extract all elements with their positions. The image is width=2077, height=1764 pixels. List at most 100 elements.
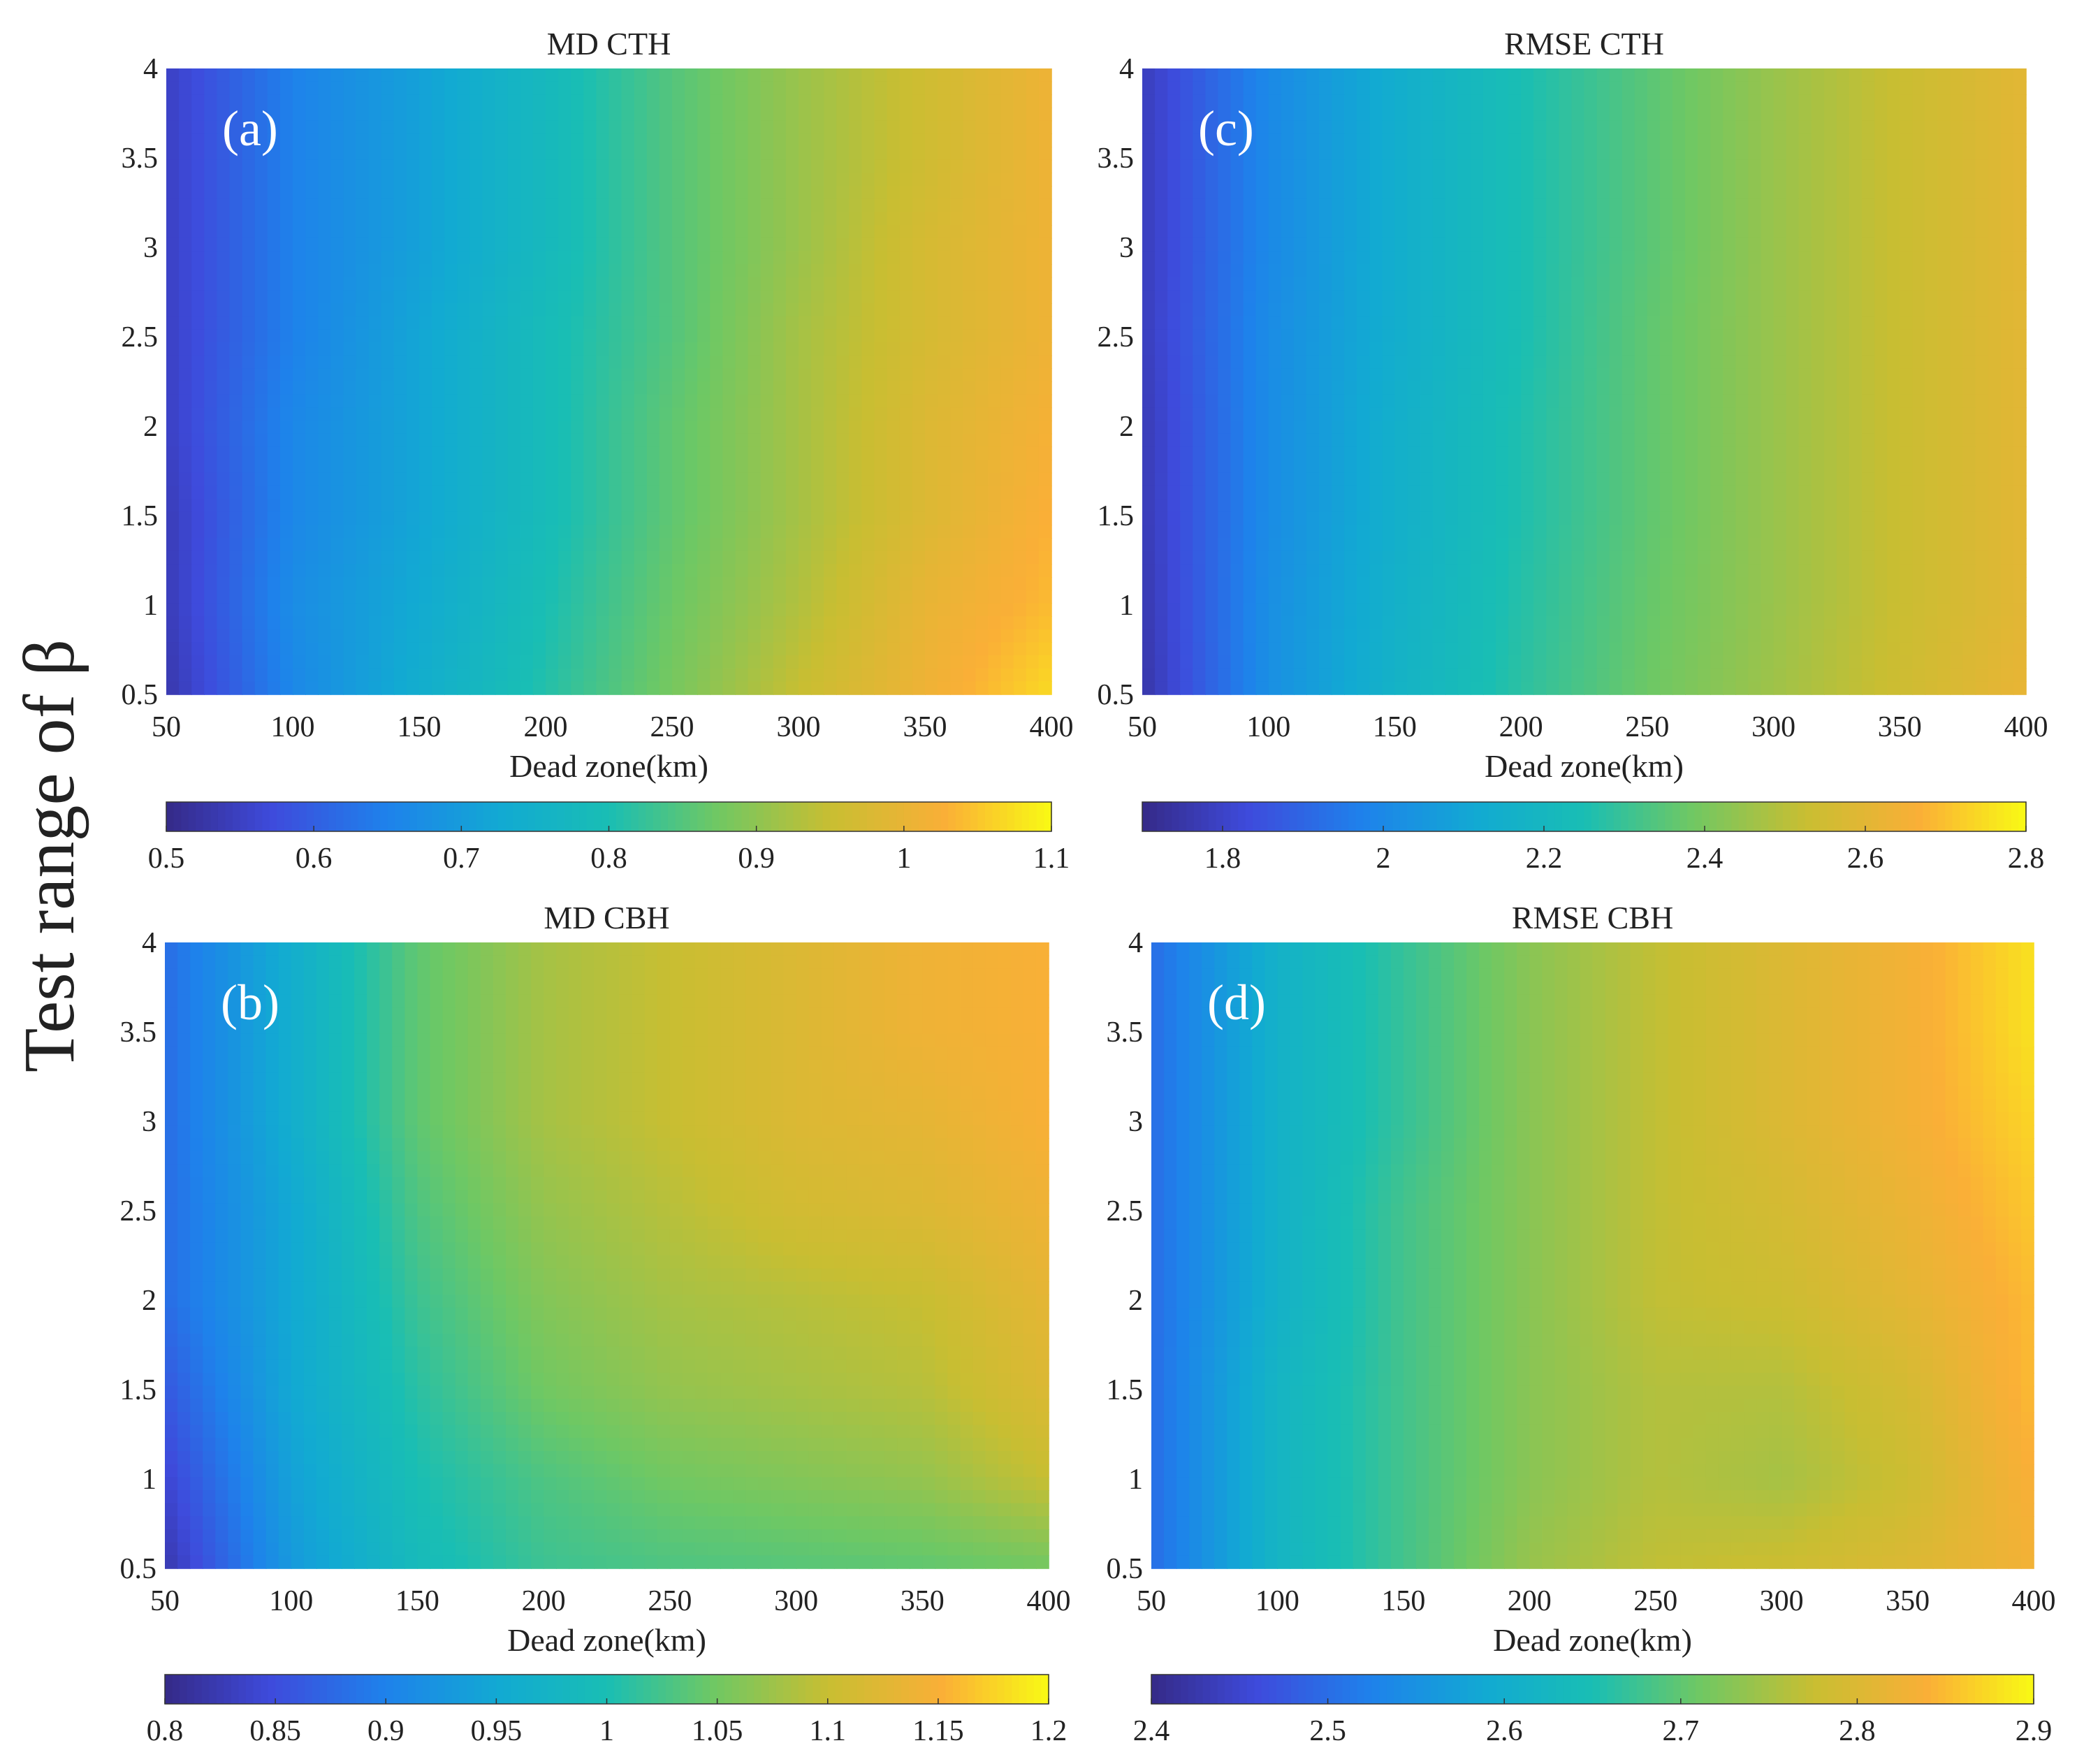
heatmap-cell [520, 120, 534, 135]
heatmap-cell [495, 290, 509, 304]
heatmap-cell [1470, 186, 1484, 200]
heatmap-cell [571, 120, 585, 135]
heatmap-cell [1000, 421, 1014, 435]
heatmap-cell [457, 486, 471, 500]
heatmap-cell [785, 446, 799, 460]
colorbar-segment [845, 802, 853, 831]
colorbar-segment [712, 802, 720, 831]
heatmap-cell [1647, 120, 1661, 135]
heatmap-cell [963, 173, 977, 187]
heatmap-cell [1874, 159, 1888, 174]
heatmap-cell [1394, 277, 1408, 291]
heatmap-cell [1849, 329, 1863, 343]
heatmap-cell [507, 342, 521, 356]
heatmap-cell [608, 303, 622, 317]
heatmap-cell [672, 238, 685, 252]
heatmap-cell [406, 616, 420, 630]
heatmap-cell [760, 564, 774, 578]
heatmap-cell [1735, 120, 1749, 135]
heatmap-cell [811, 186, 824, 200]
heatmap-cell [735, 368, 749, 382]
heatmap-cell [1357, 251, 1371, 265]
heatmap-cell [621, 394, 635, 409]
colorbar-segment [299, 802, 307, 831]
heatmap-cell [1407, 329, 1421, 343]
heatmap-cell [1761, 225, 1774, 239]
heatmap-cell [672, 68, 685, 82]
heatmap-cell [1836, 186, 1850, 200]
heatmap-cell [912, 551, 926, 565]
heatmap-cell [318, 238, 332, 252]
heatmap-cell [1962, 68, 1976, 82]
heatmap-cell [1369, 277, 1383, 291]
heatmap-cell [293, 486, 306, 500]
heatmap-cell [646, 499, 660, 513]
heatmap-cell [393, 551, 407, 565]
heatmap-cell [710, 342, 724, 356]
heatmap-cell [532, 316, 546, 330]
heatmap-cell [887, 108, 901, 122]
heatmap-cell [293, 198, 306, 213]
heatmap-cell [546, 629, 559, 643]
heatmap-cell [204, 616, 218, 630]
heatmap-cell [520, 486, 534, 500]
heatmap-cell [318, 120, 332, 135]
heatmap-cell [520, 342, 534, 356]
heatmap-cell [571, 186, 585, 200]
heatmap-cell [583, 173, 597, 187]
heatmap-cell [861, 303, 875, 317]
heatmap-cell [596, 642, 610, 656]
heatmap-cell [697, 525, 711, 539]
heatmap-cell [988, 329, 1002, 343]
heatmap-cell [1748, 316, 1762, 330]
heatmap-cell [166, 68, 180, 82]
heatmap-cell [179, 186, 192, 200]
heatmap-cell [229, 368, 243, 382]
heatmap-cell [887, 329, 901, 343]
heatmap-cell [1962, 303, 1976, 317]
heatmap-cell [583, 368, 597, 382]
heatmap-cell [887, 147, 901, 161]
heatmap-cell [242, 538, 256, 552]
heatmap-cell [938, 460, 951, 474]
heatmap-cell [722, 147, 736, 161]
heatmap-cell [849, 446, 863, 460]
heatmap-cell [217, 159, 231, 174]
heatmap-cell [406, 264, 420, 278]
heatmap-cell [267, 564, 281, 578]
heatmap-cell [254, 499, 268, 513]
heatmap-cell [242, 394, 256, 409]
heatmap-cell [293, 342, 306, 356]
heatmap-cell [646, 394, 660, 409]
heatmap-cell [393, 394, 407, 409]
heatmap-cell [1218, 225, 1232, 239]
colorbar-segment [233, 802, 241, 831]
heatmap-cell [1243, 159, 1257, 174]
heatmap-cell [975, 381, 989, 395]
colorbar-segment [646, 802, 654, 831]
heatmap-cell [1609, 120, 1623, 135]
heatmap-cell [1975, 120, 1989, 135]
heatmap-cell [1243, 264, 1257, 278]
colorbar-segment [741, 802, 750, 831]
heatmap-cell [874, 616, 888, 630]
heatmap-cell [849, 329, 863, 343]
heatmap-cell [950, 407, 964, 421]
heatmap-cell [546, 538, 559, 552]
heatmap-cell [887, 368, 901, 382]
heatmap-cell [938, 290, 951, 304]
heatmap-cell [166, 133, 180, 147]
heatmap-cell [217, 329, 231, 343]
colorbar-segment [778, 802, 787, 831]
heatmap-cell [608, 94, 622, 108]
heatmap-cell [457, 655, 471, 669]
heatmap-cell [1773, 68, 1787, 82]
heatmap-cell [621, 486, 635, 500]
heatmap-cell [672, 433, 685, 448]
heatmap-cell [457, 394, 471, 409]
heatmap-cell [1420, 133, 1434, 147]
heatmap-cell [1659, 159, 1673, 174]
heatmap-cell [305, 277, 319, 291]
heatmap-cell [432, 251, 445, 265]
heatmap-cell [975, 460, 989, 474]
